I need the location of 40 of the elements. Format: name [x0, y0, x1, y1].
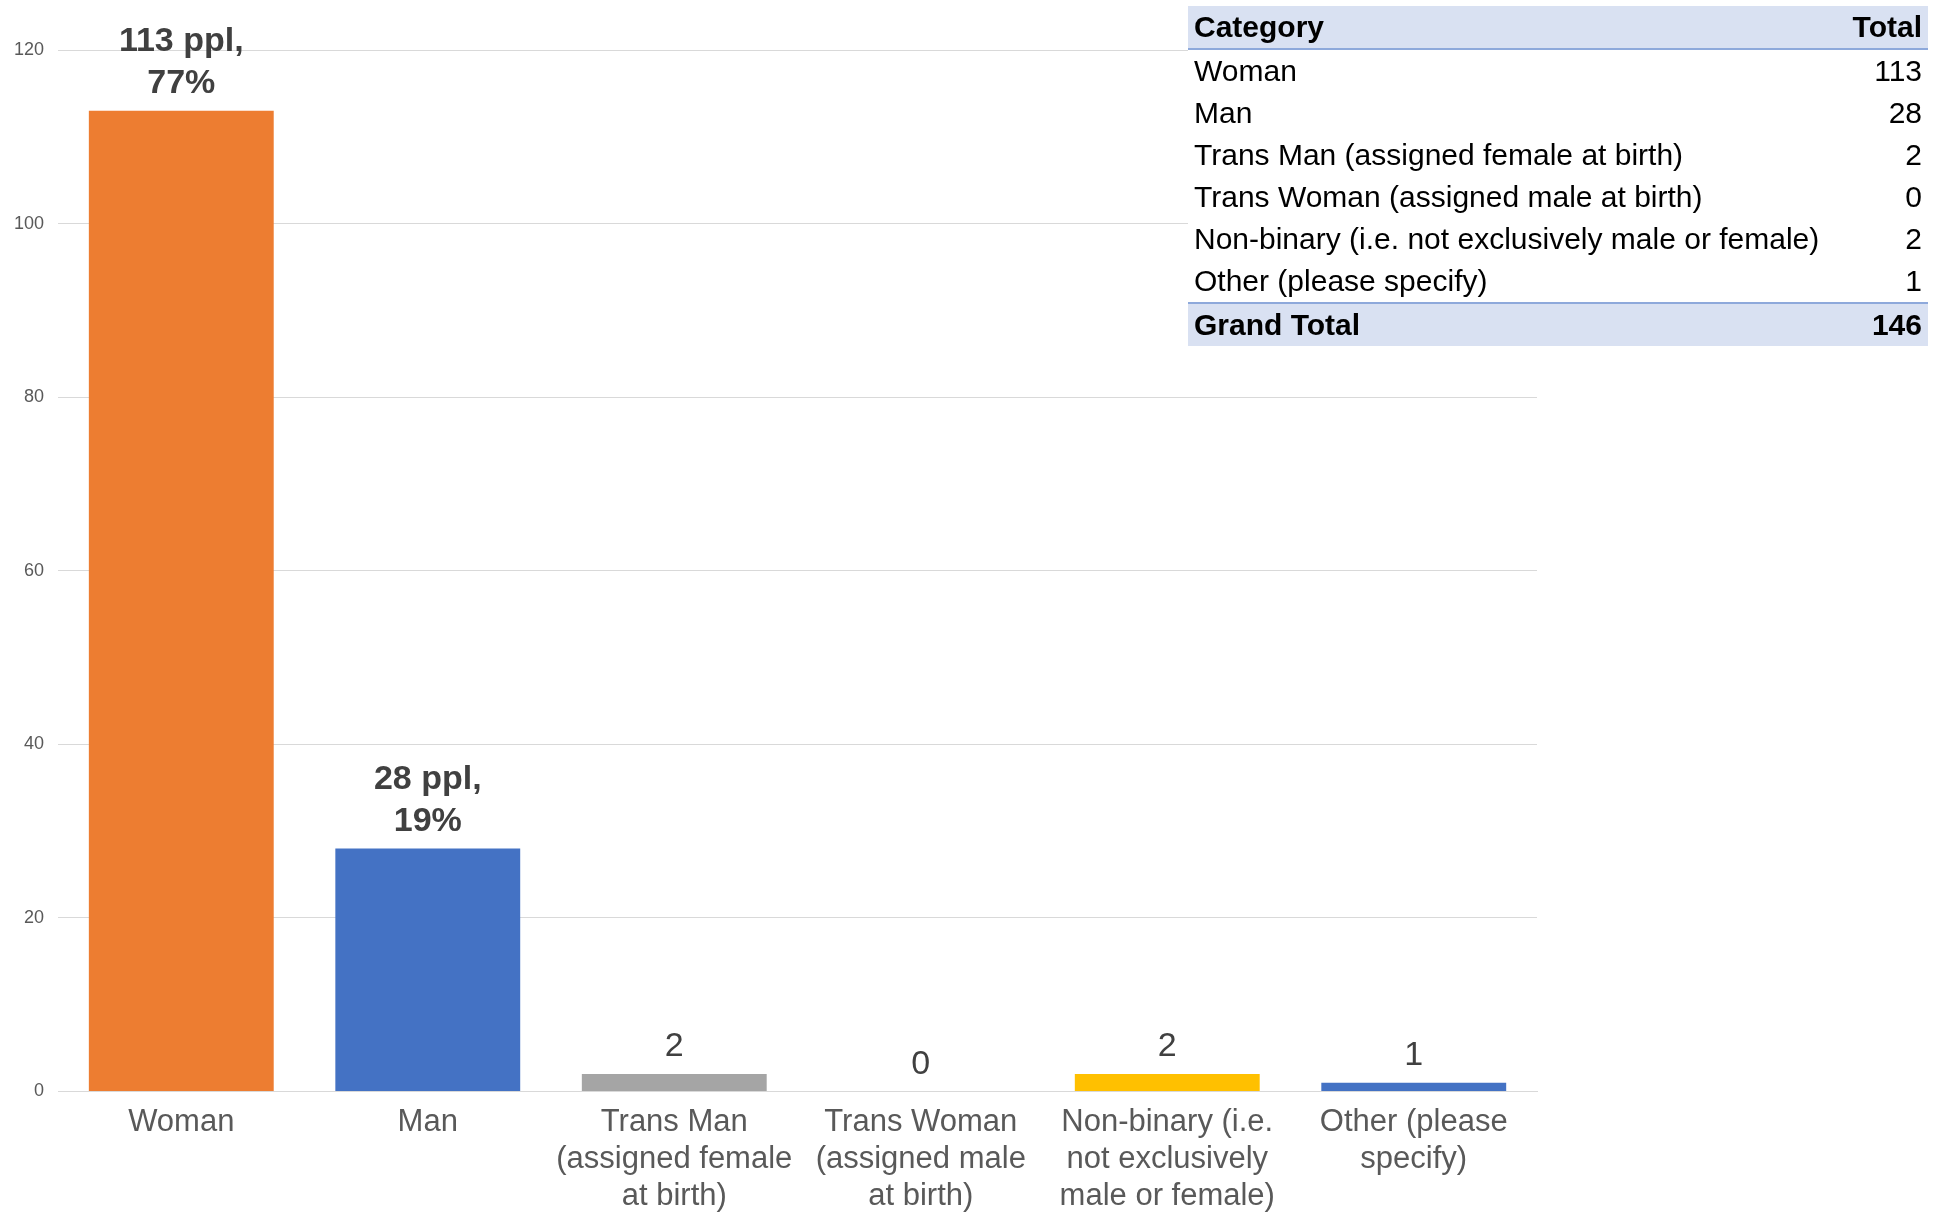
text: Category: [1194, 10, 1325, 43]
data-label: 2: [1157, 1025, 1177, 1064]
bar: [1074, 1074, 1260, 1091]
x-tick-label: Trans Man (assigned female at birth): [556, 1102, 793, 1212]
text: 0: [1905, 180, 1922, 213]
annotation: Trans Man (assigned female at birth): [1193, 137, 1685, 173]
y-tick-label: 0: [34, 1080, 45, 1101]
data-label: 28 ppl, 19%: [373, 757, 482, 838]
annotation: Trans Woman (assigned male at birth): [1193, 179, 1704, 215]
y-tick-label: 100: [13, 212, 45, 233]
data-label: 2: [664, 1025, 684, 1064]
x-tick-label: Woman: [128, 1102, 235, 1138]
text: 2: [1905, 222, 1922, 255]
text: 146: [1871, 308, 1922, 341]
annotation: Grand Total: [1188, 303, 1845, 346]
x-tick-label: Non-binary (i.e. not exclusively male or female): [1059, 1102, 1275, 1212]
x-tick-label: Man: [397, 1102, 458, 1138]
data-label: 113 ppl, 77%: [118, 20, 244, 101]
text: 2: [1905, 138, 1922, 171]
annotation: Man: [1193, 95, 1254, 131]
annotation: Other (please specify): [1193, 263, 1489, 299]
data-label: 0: [911, 1042, 931, 1081]
text: Total: [1852, 10, 1922, 43]
x-tick-label: Trans Woman (assigned male at birth): [815, 1102, 1026, 1212]
bar: [335, 848, 521, 1091]
x-tick-label: Other (please specify): [1319, 1102, 1508, 1175]
data-label: 1: [1404, 1034, 1424, 1073]
bar: [88, 110, 274, 1091]
text: 1: [1905, 264, 1922, 297]
y-tick-label: 60: [24, 559, 45, 580]
text: 113: [1874, 54, 1922, 87]
y-tick-label: 80: [24, 386, 45, 407]
text: 28: [1888, 96, 1922, 129]
annotation: Non-binary (i.e. not exclusively male or female): [1193, 221, 1821, 257]
y-tick-label: 40: [24, 733, 45, 754]
annotation: Woman: [1193, 53, 1298, 89]
bar: [1321, 1082, 1507, 1091]
y-tick-label: 120: [13, 38, 45, 59]
y-tick-label: 20: [24, 906, 45, 927]
bar: [581, 1074, 767, 1091]
